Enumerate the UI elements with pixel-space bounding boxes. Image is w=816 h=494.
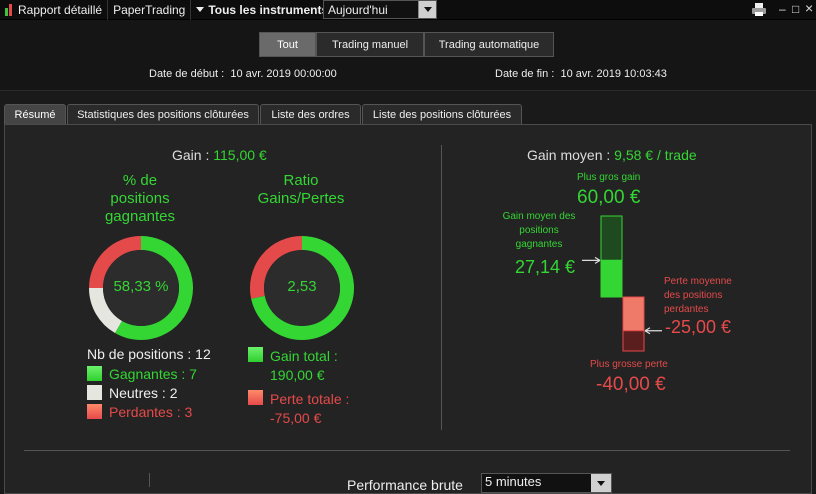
tab-bar: Résumé Statistiques des positions clôtur… bbox=[0, 101, 816, 125]
filter-trading-manuel[interactable]: Trading manuel bbox=[316, 32, 424, 57]
close-button[interactable]: × bbox=[805, 0, 814, 16]
gain-total: Gain total : 190,00 € bbox=[270, 347, 338, 385]
legend-losers-swatch bbox=[87, 404, 102, 419]
max-loss-value: -40,00 € bbox=[596, 374, 666, 395]
pct-title-line3: gagnantes bbox=[104, 208, 176, 225]
tab-statistiques[interactable]: Statistiques des positions clôturées bbox=[67, 104, 259, 125]
legend-losers: Perdantes : 3 bbox=[109, 404, 193, 420]
avg-gain-label-line2: positions bbox=[519, 225, 559, 236]
avg-gain-label-line1: Gain moyen des bbox=[502, 211, 576, 222]
instruments-dropdown[interactable]: Tous les instruments bbox=[191, 0, 333, 20]
avg-gain-label: Gain moyen des positions gagnantes bbox=[493, 210, 585, 252]
max-gain-value: 60,00 € bbox=[577, 187, 641, 208]
gain-moyen-value: 9,58 € / trade bbox=[614, 147, 697, 163]
papertrading-label: PaperTrading bbox=[113, 2, 186, 17]
bottom-divider bbox=[24, 450, 790, 451]
detailed-report-button[interactable]: Rapport détaillé bbox=[0, 0, 109, 20]
tab-liste-positions[interactable]: Liste des positions clôturées bbox=[362, 104, 522, 125]
gain-total-label: Gain total : bbox=[270, 348, 338, 364]
legend-winners-swatch bbox=[87, 366, 102, 381]
performance-label: Performance brute bbox=[347, 477, 463, 493]
start-date-label: Date de début : bbox=[149, 68, 225, 80]
avg-gain-value: 27,14 € bbox=[515, 257, 576, 277]
report-label: Rapport détaillé bbox=[18, 2, 103, 17]
interval-select[interactable]: 5 minutes bbox=[481, 473, 612, 493]
legend-neutral: Neutres : 2 bbox=[109, 385, 178, 401]
report-chart-icon bbox=[5, 3, 14, 16]
start-date: Date de début : 10 avr. 2019 00:00:00 bbox=[149, 68, 337, 80]
legend-winners: Gagnantes : 7 bbox=[109, 366, 197, 382]
ratio-title-line2: Gains/Pertes bbox=[257, 190, 345, 207]
section-divider bbox=[441, 145, 442, 430]
avg-loss-label: Perte moyenne des positions perdantes bbox=[664, 275, 732, 317]
end-date-value: 10 avr. 2019 10:03:43 bbox=[560, 68, 667, 80]
period-select[interactable]: Aujourd'hui bbox=[323, 0, 437, 19]
start-date-value: 10 avr. 2019 00:00:00 bbox=[230, 68, 337, 80]
gain-value: 115,00 € bbox=[213, 147, 267, 163]
positions-count: Nb de positions : 12 bbox=[87, 346, 211, 362]
pct-value: 58,33 % bbox=[113, 278, 169, 295]
gain-heading: Gain : 115,00 € bbox=[172, 147, 267, 163]
end-date-label: Date de fin : bbox=[495, 68, 555, 80]
bottom-left-divider bbox=[149, 473, 150, 487]
max-gain-label: Plus gros gain bbox=[577, 172, 641, 183]
avg-loss-label-line2: des positions bbox=[664, 290, 723, 301]
gain-moyen-heading: Gain moyen : 9,58 € / trade bbox=[527, 147, 697, 163]
pct-title-line1: % de bbox=[122, 172, 158, 189]
chevron-down-icon[interactable] bbox=[418, 1, 436, 18]
tab-resume[interactable]: Résumé bbox=[4, 104, 66, 125]
filter-trading-automatique[interactable]: Trading automatique bbox=[424, 32, 554, 57]
instruments-label: Tous les instruments bbox=[208, 2, 329, 17]
pct-title-line2: positions bbox=[110, 190, 170, 207]
legend-gain-total-swatch bbox=[248, 347, 263, 362]
avg-loss-label-line3: perdantes bbox=[664, 304, 709, 315]
ratio-value: 2,53 bbox=[287, 278, 317, 295]
max-loss-label: Plus grosse perte bbox=[590, 359, 668, 370]
ratio-title: Ratio Gains/Pertes bbox=[256, 172, 346, 208]
pct-title: % de positions gagnantes bbox=[97, 172, 183, 226]
filter-tout[interactable]: Tout bbox=[259, 32, 316, 57]
minimize-button[interactable]: – bbox=[779, 2, 786, 16]
interval-value: 5 minutes bbox=[485, 474, 542, 489]
gain-total-value: 190,00 € bbox=[270, 367, 325, 383]
papertrading-button[interactable]: PaperTrading bbox=[108, 0, 192, 20]
legend-neutral-swatch bbox=[87, 385, 102, 400]
period-value: Aujourd'hui bbox=[328, 2, 388, 17]
end-date: Date de fin : 10 avr. 2019 10:03:43 bbox=[495, 68, 667, 80]
tab-liste-ordres[interactable]: Liste des ordres bbox=[260, 104, 361, 125]
chevron-down-icon bbox=[196, 7, 205, 12]
chevron-down-icon[interactable] bbox=[591, 474, 611, 492]
loss-total-value: -75,00 € bbox=[270, 410, 322, 426]
loss-total: Perte totale : -75,00 € bbox=[270, 390, 349, 428]
gain-moyen-label: Gain moyen : bbox=[527, 147, 611, 163]
ratio-title-line1: Ratio bbox=[283, 172, 319, 189]
avg-loss-label-line1: Perte moyenne bbox=[664, 276, 732, 287]
maximize-button[interactable]: □ bbox=[792, 2, 800, 16]
loss-total-label: Perte totale : bbox=[270, 391, 350, 407]
gain-label: Gain : bbox=[172, 147, 210, 163]
avg-loss-value: -25,00 € bbox=[665, 317, 732, 337]
legend-loss-total-swatch bbox=[248, 390, 263, 405]
avg-gain-label-line3: gagnantes bbox=[515, 239, 563, 250]
printer-icon[interactable] bbox=[752, 3, 766, 16]
